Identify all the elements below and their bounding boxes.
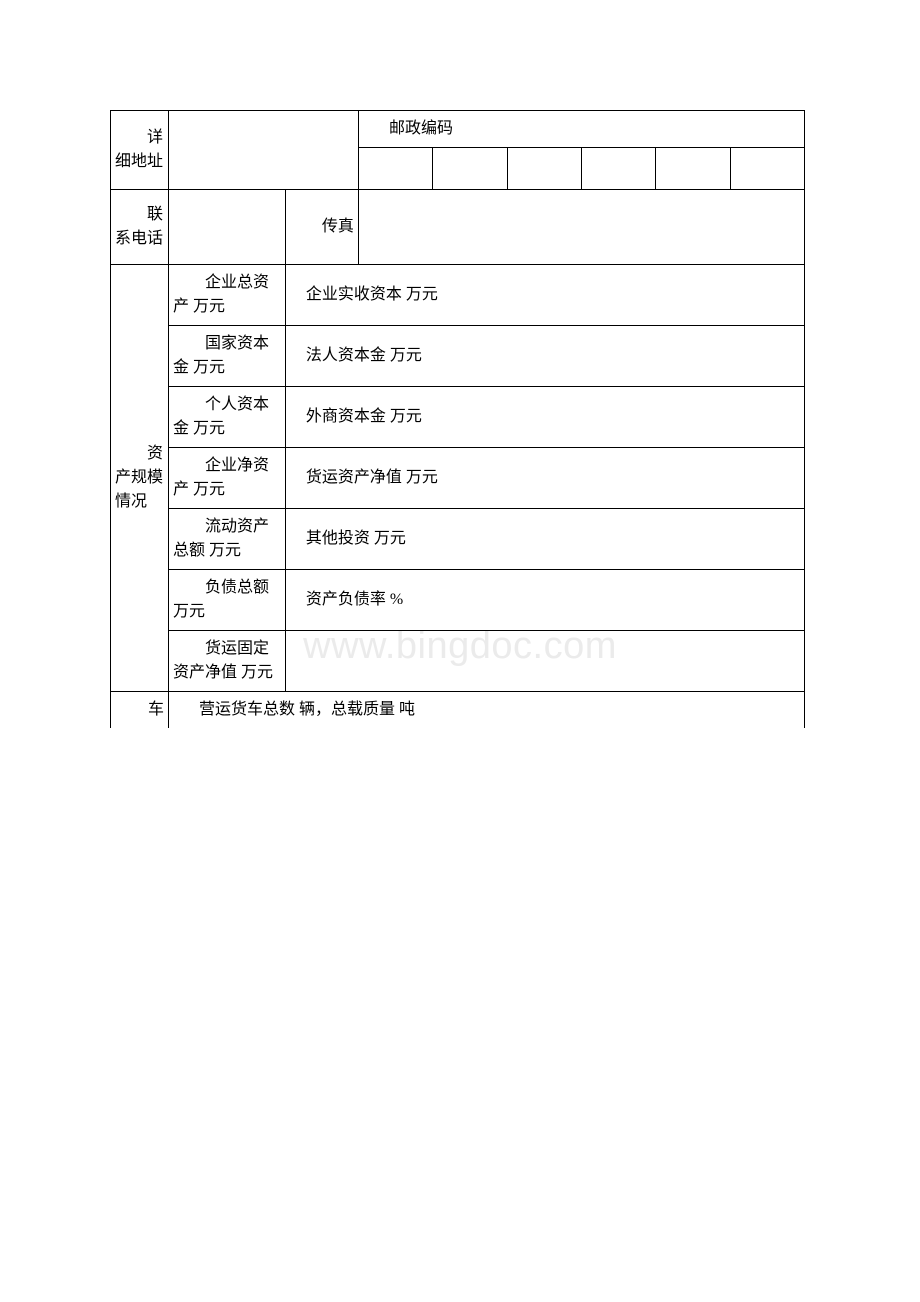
asset-row-1: 资产规模情况 企业总资产 万元 企业实收资本 万元 (111, 265, 805, 326)
asset-left-4: 企业净资产 万元 (169, 448, 286, 509)
asset-row-5: 流动资产总额 万元 其他投资 万元 (111, 509, 805, 570)
postal-digit-3 (507, 148, 581, 190)
asset-row-6: 负债总额 万元 资产负债率 % (111, 570, 805, 631)
asset-right-4: 货运资产净值 万元 (285, 448, 804, 509)
fax-label: 传真 (285, 190, 358, 265)
asset-row-7: 货运固定资产净值 万元 (111, 631, 805, 692)
form-table: 详细地址 邮政编码 联系电话 传真 资产规模情况 企业总资产 万元 企业实收资本… (110, 110, 805, 728)
vehicle-row: 车 营运货车总数 辆，总载质量 吨 (111, 692, 805, 729)
phone-label: 联系电话 (111, 190, 169, 265)
postal-digit-1 (359, 148, 433, 190)
asset-section-label: 资产规模情况 (111, 265, 169, 692)
asset-left-2: 国家资本金 万元 (169, 326, 286, 387)
asset-right-2: 法人资本金 万元 (285, 326, 804, 387)
vehicle-text: 营运货车总数 辆，总载质量 吨 (169, 692, 805, 729)
vehicle-label: 车 (111, 692, 169, 729)
postal-digit-4 (581, 148, 655, 190)
asset-right-5: 其他投资 万元 (285, 509, 804, 570)
asset-row-2: 国家资本金 万元 法人资本金 万元 (111, 326, 805, 387)
postal-digit-2 (433, 148, 507, 190)
fax-value (359, 190, 805, 265)
postal-digit-5 (656, 148, 730, 190)
asset-row-4: 企业净资产 万元 货运资产净值 万元 (111, 448, 805, 509)
asset-left-5: 流动资产总额 万元 (169, 509, 286, 570)
asset-left-7: 货运固定资产净值 万元 (169, 631, 286, 692)
asset-left-1: 企业总资产 万元 (169, 265, 286, 326)
address-row: 详细地址 邮政编码 (111, 111, 805, 148)
asset-row-3: 个人资本金 万元 外商资本金 万元 (111, 387, 805, 448)
address-value (169, 111, 359, 190)
postal-label: 邮政编码 (359, 111, 805, 148)
address-label: 详细地址 (111, 111, 169, 190)
asset-left-3: 个人资本金 万元 (169, 387, 286, 448)
asset-right-6: 资产负债率 % (285, 570, 804, 631)
asset-left-6: 负债总额 万元 (169, 570, 286, 631)
asset-right-1: 企业实收资本 万元 (285, 265, 804, 326)
postal-digit-6 (730, 148, 804, 190)
asset-right-7 (285, 631, 804, 692)
phone-value (169, 190, 286, 265)
phone-row: 联系电话 传真 (111, 190, 805, 265)
asset-right-3: 外商资本金 万元 (285, 387, 804, 448)
